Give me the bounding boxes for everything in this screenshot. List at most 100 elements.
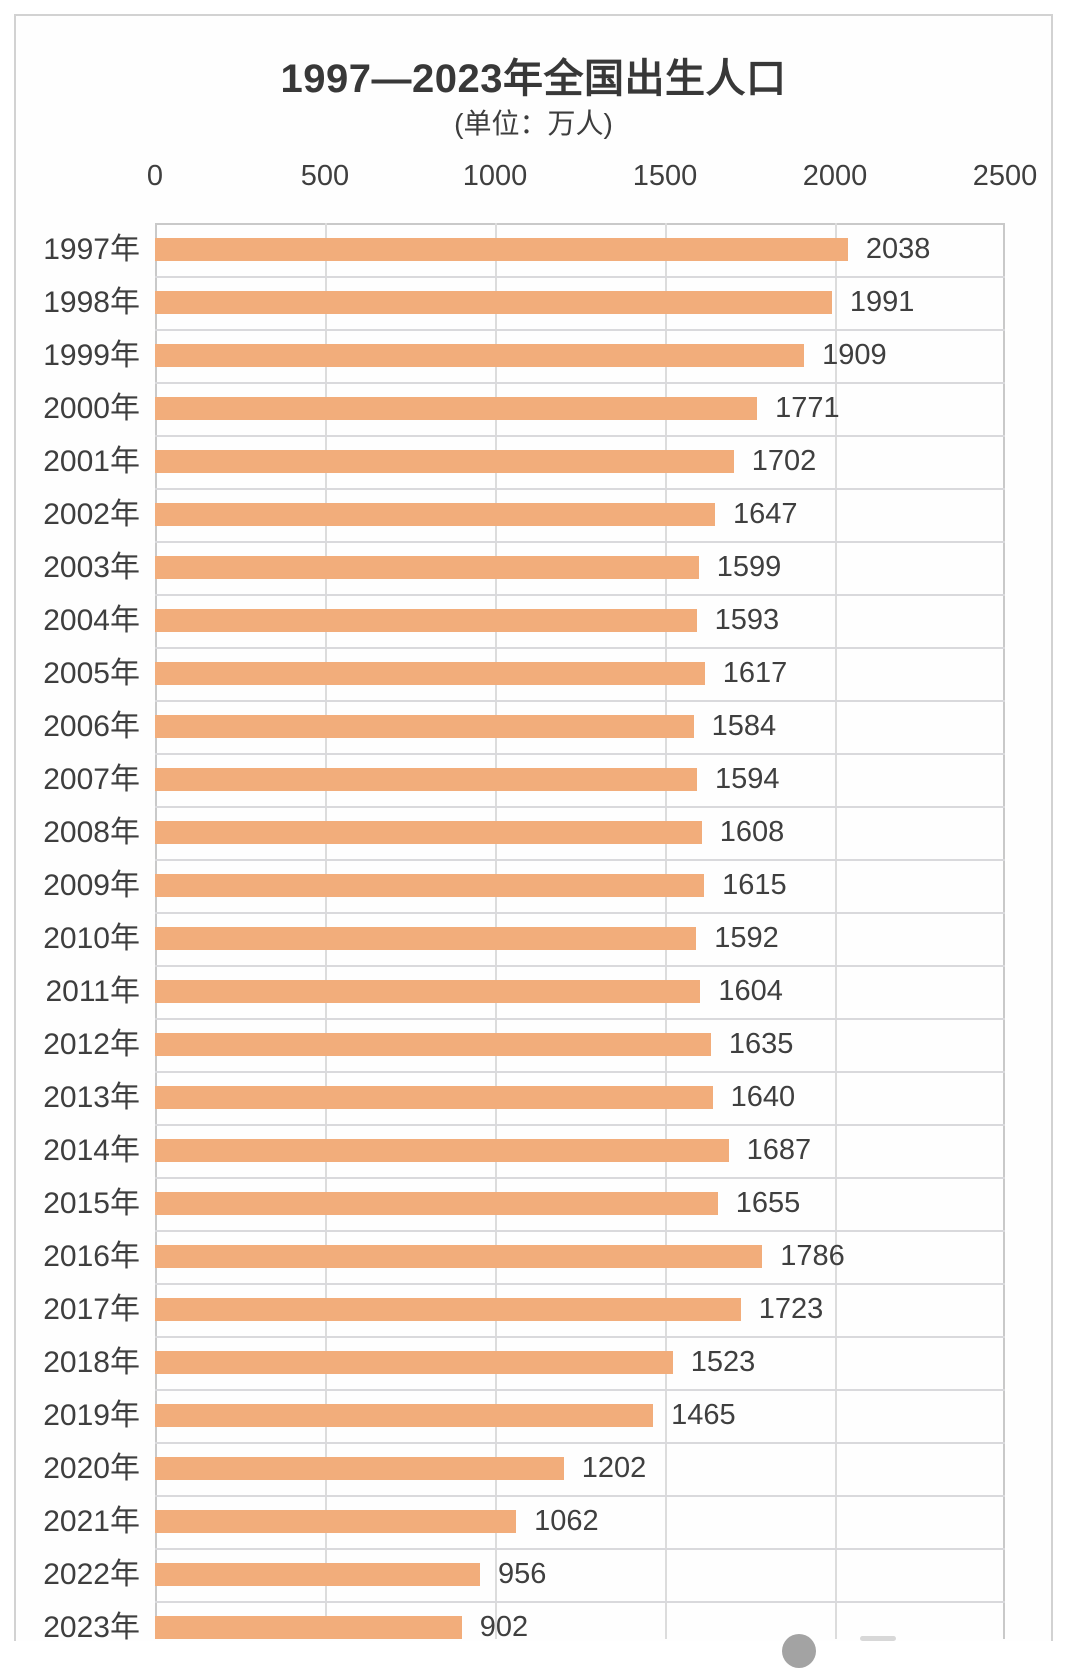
- row-gridline: [155, 1442, 1005, 1444]
- y-axis-label: 2000年: [43, 392, 140, 425]
- y-axis-label: 2014年: [43, 1134, 140, 1167]
- value-label: 1617: [722, 657, 788, 689]
- bar-2020: [155, 1457, 564, 1480]
- bar-2010: [155, 927, 697, 950]
- chart-card: 1997—2023年全国出生人口 (单位：万人) 0 500 1000 1500 200…: [14, 14, 1053, 1644]
- y-axis-label: 2009年: [43, 869, 140, 902]
- bar-2018: [155, 1351, 673, 1374]
- value-label: 902: [479, 1611, 529, 1639]
- value-label: 1909: [822, 339, 887, 371]
- y-axis-label: 2021年: [43, 1505, 140, 1538]
- value-label: 2038: [865, 233, 931, 265]
- bar-2023: [155, 1616, 462, 1639]
- y-axis-label: 2020年: [43, 1452, 140, 1485]
- row-gridline: [155, 965, 1005, 967]
- value-label: 1608: [719, 816, 785, 848]
- value-label: 1655: [735, 1187, 801, 1219]
- value-label: 1592: [714, 922, 779, 954]
- value-label: 1202: [581, 1452, 647, 1484]
- value-label: 1647: [733, 498, 798, 530]
- row-gridline: [155, 700, 1005, 702]
- y-axis-label: 1999年: [43, 339, 140, 372]
- bar-2021: [155, 1510, 517, 1533]
- bar-2022: [155, 1563, 480, 1586]
- row-gridline: [155, 1389, 1005, 1391]
- row-gridline: [155, 1495, 1005, 1497]
- y-axis-label: 2012年: [43, 1028, 140, 1061]
- y-axis-label: 2007年: [43, 763, 140, 796]
- value-label: 1991: [849, 286, 915, 318]
- vertical-gridline: [835, 223, 837, 1639]
- value-label: 1702: [751, 445, 817, 477]
- row-gridline: [155, 1018, 1005, 1020]
- value-label: 1062: [534, 1505, 599, 1537]
- bar-2013: [155, 1086, 713, 1109]
- row-gridline: [155, 488, 1005, 490]
- row-gridline: [155, 1336, 1005, 1338]
- row-gridline: [155, 541, 1005, 543]
- row-gridline: [155, 1071, 1005, 1073]
- y-axis-label: 2004年: [43, 604, 140, 637]
- y-axis-label: 2022年: [43, 1558, 140, 1591]
- x-axis-tick-label: 500: [300, 160, 350, 192]
- x-axis-tick-label: 2000: [802, 160, 868, 192]
- value-label: 956: [498, 1558, 547, 1590]
- bar-2009: [155, 874, 705, 897]
- y-axis-label: 2017年: [43, 1293, 140, 1326]
- value-label: 1635: [728, 1028, 794, 1060]
- y-axis-label: 2008年: [43, 816, 140, 849]
- y-axis-label: 1997年: [43, 233, 140, 266]
- watermark-circle-icon: [782, 1634, 816, 1668]
- value-label: 1523: [690, 1346, 756, 1378]
- bar-2003: [155, 556, 699, 579]
- plot-top-border: [155, 223, 1005, 225]
- bar-1998: [155, 291, 832, 314]
- y-axis-label: 2002年: [43, 498, 140, 531]
- y-axis-label: 2023年: [43, 1611, 140, 1644]
- row-gridline: [155, 276, 1005, 278]
- y-axis-label: 2016年: [43, 1240, 140, 1273]
- row-gridline: [155, 1601, 1005, 1603]
- chart-subtitle: (单位：万人): [454, 108, 613, 139]
- y-axis-label: 2006年: [43, 710, 140, 743]
- value-label: 1615: [722, 869, 787, 901]
- bar-2006: [155, 715, 694, 738]
- vertical-gridline: [1003, 223, 1005, 1639]
- row-gridline: [155, 753, 1005, 755]
- row-gridline: [155, 912, 1005, 914]
- y-axis-label: 2013年: [43, 1081, 140, 1114]
- value-label: 1723: [758, 1293, 824, 1325]
- row-gridline: [155, 859, 1005, 861]
- value-label: 1584: [711, 710, 777, 742]
- value-label: 1771: [775, 392, 840, 424]
- row-gridline: [155, 1177, 1005, 1179]
- row-gridline: [155, 435, 1005, 437]
- x-axis-tick-label: 2500: [972, 160, 1038, 192]
- x-axis-tick-label: 1000: [462, 160, 528, 192]
- value-label: 1594: [715, 763, 780, 795]
- value-label: 1786: [780, 1240, 845, 1272]
- value-label: 1604: [718, 975, 783, 1007]
- row-gridline: [155, 1124, 1005, 1126]
- bar-1999: [155, 344, 805, 367]
- row-gridline: [155, 1548, 1005, 1550]
- bar-2008: [155, 821, 702, 844]
- row-gridline: [155, 1230, 1005, 1232]
- bar-2002: [155, 503, 715, 526]
- value-label: 1593: [714, 604, 780, 636]
- plot-area: 2038 1991 1909 1771 1702 1647 1599 1593 1617 1584…: [155, 223, 1005, 1639]
- row-gridline: [155, 382, 1005, 384]
- x-axis-tick-label: 1500: [632, 160, 698, 192]
- y-axis-label: 2005年: [43, 657, 140, 690]
- bar-2011: [155, 980, 701, 1003]
- bar-2017: [155, 1298, 741, 1321]
- row-gridline: [155, 594, 1005, 596]
- y-axis-label: 1998年: [43, 286, 140, 319]
- bar-2016: [155, 1245, 763, 1268]
- x-axis-tick-label: 0: [146, 160, 164, 192]
- row-gridline: [155, 806, 1005, 808]
- row-gridline: [155, 1283, 1005, 1285]
- value-label: 1465: [671, 1399, 736, 1431]
- y-axis-label: 2015年: [43, 1187, 140, 1220]
- bar-2004: [155, 609, 697, 632]
